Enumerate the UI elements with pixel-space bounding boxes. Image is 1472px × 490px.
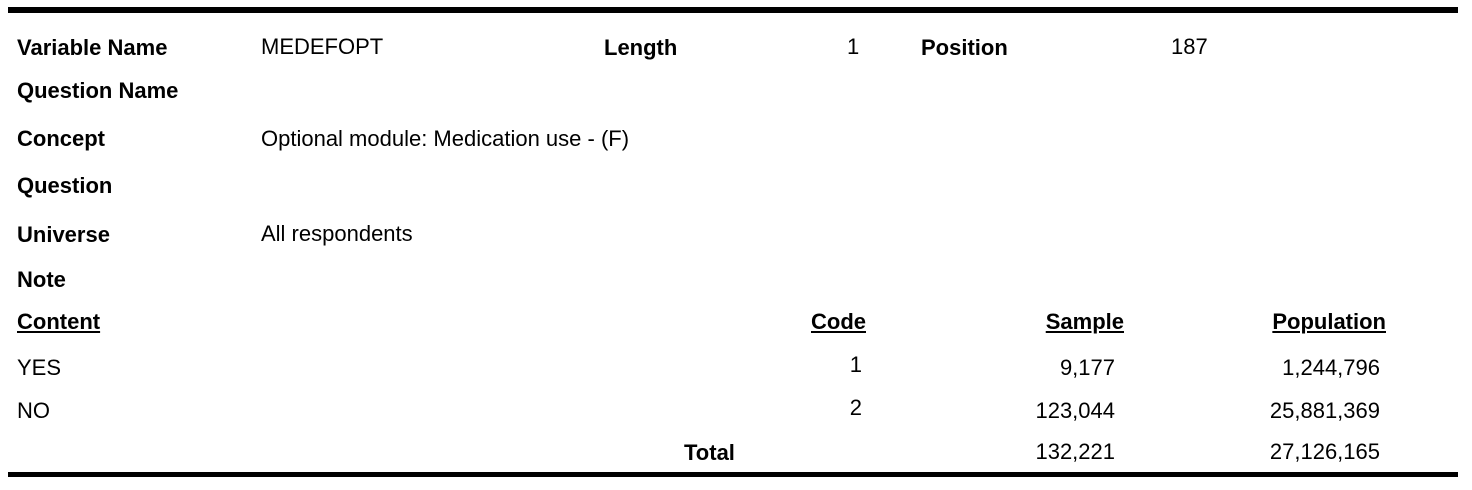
table-row-population: 25,881,369 — [1269, 398, 1380, 423]
population-header: Population — [1272, 309, 1386, 334]
variable-name-value: MEDEFOPT — [261, 34, 384, 59]
bottom-rule — [8, 472, 1458, 477]
content-header: Content — [17, 309, 101, 334]
code-header: Code — [811, 309, 866, 334]
table-row-population: 1,244,796 — [1282, 355, 1380, 380]
table-row-content: YES — [17, 355, 62, 380]
universe-value: All respondents — [261, 221, 413, 246]
position-value: 187 — [1171, 34, 1208, 59]
length-value: 1 — [847, 34, 860, 59]
sample-header: Sample — [1045, 309, 1124, 334]
universe-label: Universe — [17, 222, 110, 247]
top-rule — [8, 7, 1458, 13]
length-label: Length — [604, 35, 678, 60]
concept-value: Optional module: Medication use - (F) — [261, 126, 630, 151]
question-label: Question — [17, 173, 113, 198]
concept-label: Concept — [17, 126, 105, 151]
question-name-label: Question Name — [17, 78, 179, 103]
table-row-content: NO — [17, 398, 50, 423]
position-label: Position — [921, 35, 1008, 60]
total-sample: 132,221 — [1035, 439, 1115, 464]
variable-name-label: Variable Name — [17, 35, 168, 60]
total-population: 27,126,165 — [1269, 439, 1380, 464]
note-label: Note — [17, 267, 66, 292]
table-row-code: 1 — [849, 352, 862, 377]
table-row-sample: 123,044 — [1035, 398, 1115, 423]
table-row-code: 2 — [849, 395, 862, 420]
total-label: Total — [684, 440, 735, 465]
table-row-sample: 9,177 — [1059, 355, 1115, 380]
